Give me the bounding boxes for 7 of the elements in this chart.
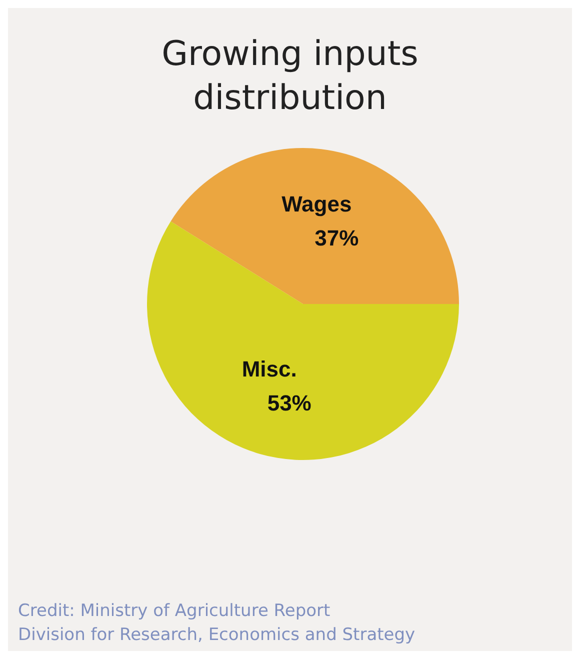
slice-label: Misc. bbox=[242, 356, 297, 382]
slice-label: Wages bbox=[282, 192, 352, 217]
text: Division for Research, Economics and Strategy bbox=[18, 624, 416, 647]
data-label: 37% bbox=[314, 226, 359, 251]
data-label: 53% bbox=[267, 390, 312, 416]
text: Credit: Ministry of Agriculture Report bbox=[18, 600, 332, 623]
chart-title: Growing inputs distribution bbox=[160, 33, 420, 120]
